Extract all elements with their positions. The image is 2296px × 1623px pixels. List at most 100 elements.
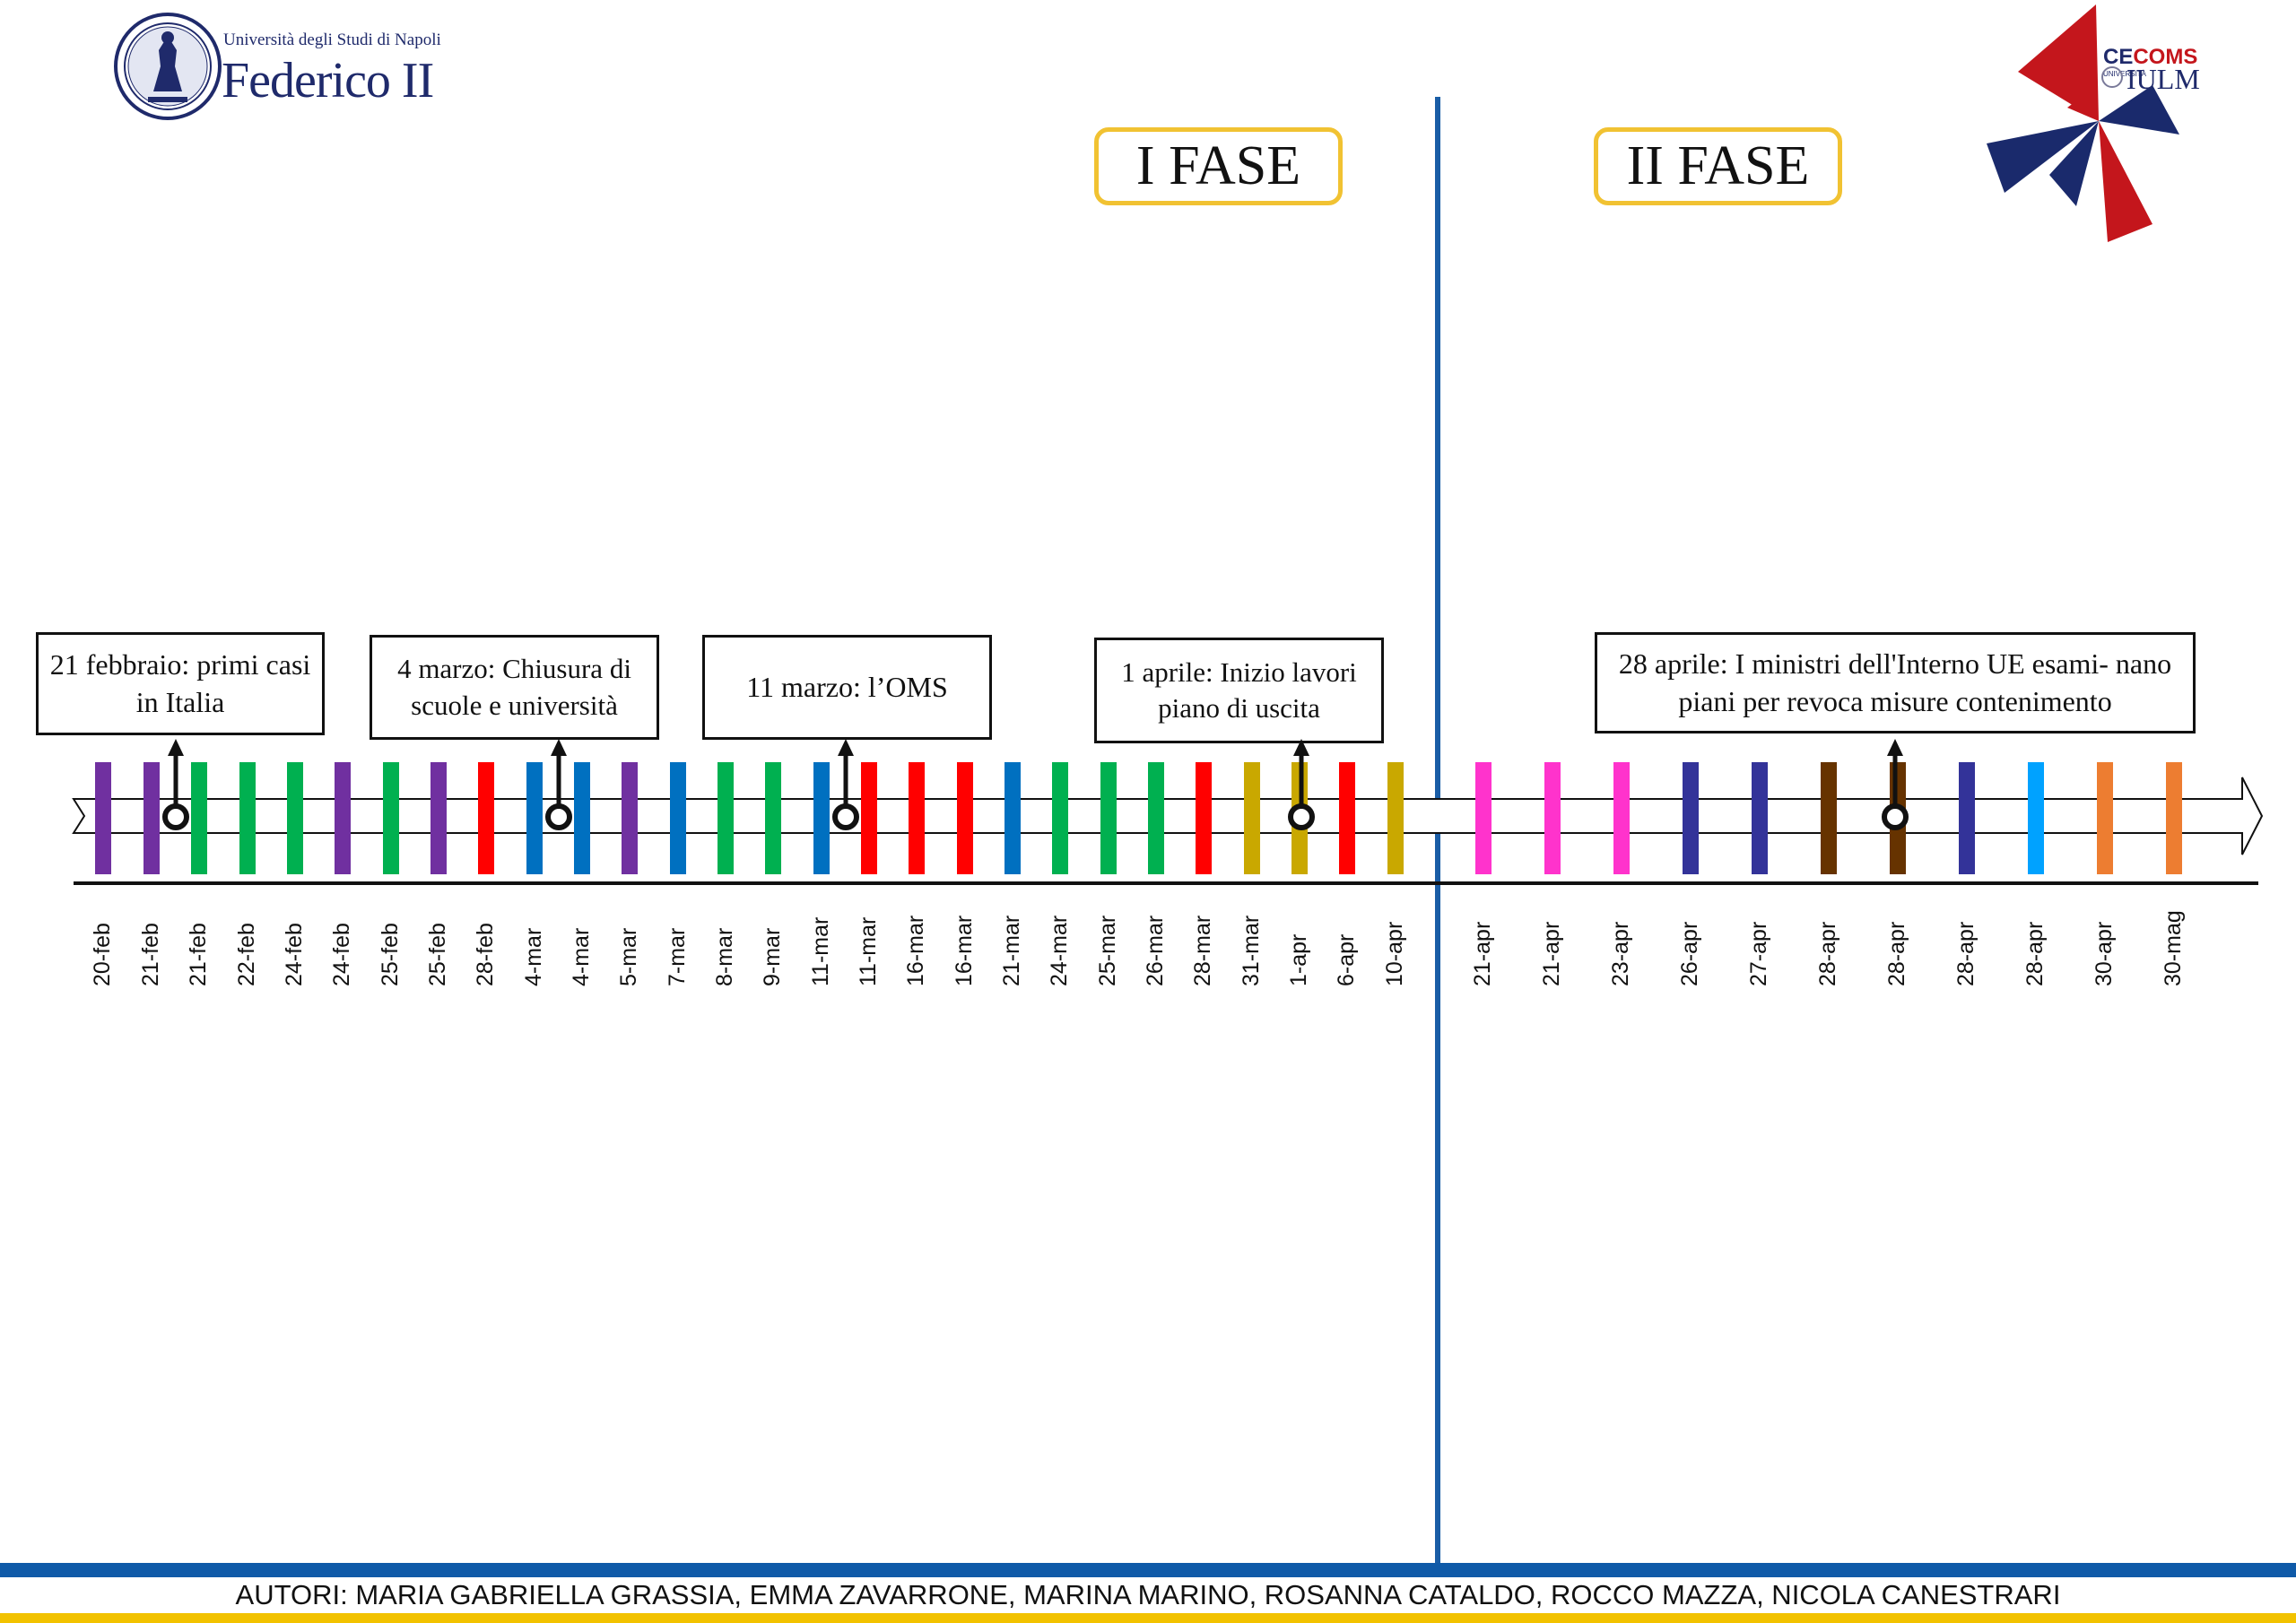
cecoms-iulm-logo: CECOMS UNIVERSITÀ IULM: [1960, 0, 2200, 247]
timeline-date-label: 9-mar: [760, 927, 785, 986]
phase-2-badge: II FASE: [1594, 127, 1842, 205]
annotation-1-apr: 1 aprile: Inizio lavori piano di uscita: [1094, 638, 1384, 743]
timeline-date-label: 4-mar: [521, 927, 546, 986]
timeline-event-bar: [1244, 762, 1260, 874]
cecoms-wordmark: CECOMS: [2103, 45, 2198, 69]
timeline-date-label: 28-apr: [2022, 921, 2048, 986]
timeline-date-label: 11-mar: [808, 916, 833, 986]
timeline-event-bar: [1004, 762, 1021, 874]
timeline-event-bar: [670, 762, 686, 874]
timeline-event-bar: [957, 762, 973, 874]
timeline-date-label: 23-apr: [1608, 921, 1633, 986]
annotation-pointer-ring: [162, 803, 189, 830]
timeline-date-label: 25-mar: [1095, 915, 1120, 986]
timeline-event-bar: [765, 762, 781, 874]
timeline-event-bar: [95, 762, 111, 874]
timeline-date-label: 21-feb: [138, 923, 163, 986]
timeline-event-bar: [430, 762, 447, 874]
annotation-28-apr: 28 aprile: I ministri dell'Interno UE es…: [1595, 632, 2196, 733]
timeline-event-bar: [2097, 762, 2113, 874]
annotation-4-mar: 4 marzo: Chiusura di scuole e università: [370, 635, 659, 740]
timeline-date-label: 21-apr: [1470, 921, 1495, 986]
timeline-date-label: 16-mar: [952, 915, 977, 986]
footer-authors: AUTORI: MARIA GABRIELLA GRASSIA, EMMA ZA…: [235, 1579, 2061, 1610]
timeline-event-bar: [2166, 762, 2182, 874]
timeline-date-label: 8-mar: [712, 927, 737, 986]
timeline-event-bar: [526, 762, 543, 874]
annotation-pointer-arrowhead: [168, 739, 184, 756]
timeline-event-bar: [478, 762, 494, 874]
timeline-date-label: 26-mar: [1143, 915, 1168, 986]
timeline-date-label: 24-feb: [282, 923, 307, 986]
timeline-arrow: [72, 777, 2264, 855]
annotation-11-mar: 11 marzo: l’OMS: [702, 635, 992, 740]
timeline-date-label: 28-apr: [1815, 921, 1840, 986]
timeline-event-bar: [1752, 762, 1768, 874]
timeline-event-bar: [383, 762, 399, 874]
federico-ii-logo: Università degli Studi di Napoli Federic…: [112, 11, 471, 123]
timeline-event-bar: [1959, 762, 1975, 874]
timeline-date-label: 25-feb: [425, 923, 450, 986]
timeline-event-bar: [2028, 762, 2044, 874]
annotation-21-feb: 21 febbraio: primi casi in Italia: [36, 632, 325, 735]
timeline-date-label: 7-mar: [665, 927, 690, 986]
timeline-date-label: 30-apr: [2092, 921, 2117, 986]
timeline-date-label: 16-mar: [903, 915, 928, 986]
timeline-event-bar: [1100, 762, 1117, 874]
timeline-event-bar: [191, 762, 207, 874]
timeline-event-bar: [574, 762, 590, 874]
cecoms-sub-label: UNIVERSITÀ: [2103, 70, 2147, 78]
timeline-event-bar: [1052, 762, 1068, 874]
timeline-event-bar: [1683, 762, 1699, 874]
university-name-title: Federico II: [222, 53, 434, 108]
timeline-date-label: 22-feb: [234, 923, 259, 986]
timeline-event-bar: [1544, 762, 1561, 874]
annotation-pointer-ring: [1288, 803, 1315, 830]
footer-yellow-bar: [0, 1613, 2296, 1623]
timeline-date-label: 28-apr: [1953, 921, 1979, 986]
annotation-pointer-arrowhead: [1293, 739, 1309, 756]
timeline-event-bar: [813, 762, 830, 874]
timeline-date-label: 21-apr: [1539, 921, 1564, 986]
timeline-date-label: 10-apr: [1382, 921, 1407, 986]
timeline-date-label: 31-mar: [1239, 915, 1264, 986]
timeline-event-bar: [1339, 762, 1355, 874]
timeline-date-label: 25-feb: [378, 923, 403, 986]
iulm-wordmark: IULM: [2126, 63, 2200, 95]
timeline-date-label: 28-mar: [1190, 915, 1215, 986]
timeline-date-label: 28-feb: [473, 923, 498, 986]
timeline-event-bar: [335, 762, 351, 874]
timeline-date-label: 4-mar: [569, 927, 594, 986]
timeline-date-label: 21-feb: [186, 923, 211, 986]
timeline-date-label: 21-mar: [999, 915, 1024, 986]
timeline-date-label: 11-mar: [856, 916, 881, 986]
timeline-date-label: 6-apr: [1334, 933, 1359, 986]
timeline-event-bar: [1387, 762, 1404, 874]
annotation-pointer-arrowhead: [551, 739, 567, 756]
timeline-event-bar: [1148, 762, 1164, 874]
timeline-date-label: 27-apr: [1746, 921, 1771, 986]
timeline-date-label: 28-apr: [1884, 921, 1909, 986]
timeline-event-bar: [622, 762, 638, 874]
annotation-pointer-ring: [545, 803, 572, 830]
footer-blue-bar: [0, 1563, 2296, 1577]
timeline-date-label: 24-feb: [329, 923, 354, 986]
timeline-date-label: 1-apr: [1286, 933, 1311, 986]
timeline-event-bar: [1475, 762, 1492, 874]
annotation-pointer-arrowhead: [1887, 739, 1903, 756]
university-name-line: Università degli Studi di Napoli: [223, 30, 441, 49]
annotation-pointer-arrowhead: [838, 739, 854, 756]
annotation-pointer-ring: [1882, 803, 1909, 830]
timeline-event-bar: [144, 762, 160, 874]
timeline-date-label: 26-apr: [1677, 921, 1702, 986]
timeline-event-bar: [718, 762, 734, 874]
pinwheel-icon: [1987, 4, 2179, 242]
timeline-event-bar: [1196, 762, 1212, 874]
timeline-date-label: 5-mar: [616, 927, 641, 986]
timeline-event-bar: [861, 762, 877, 874]
timeline-date-label: 24-mar: [1047, 915, 1072, 986]
timeline-event-bar: [1613, 762, 1630, 874]
timeline-event-bar: [909, 762, 925, 874]
timeline-event-bar: [239, 762, 256, 874]
